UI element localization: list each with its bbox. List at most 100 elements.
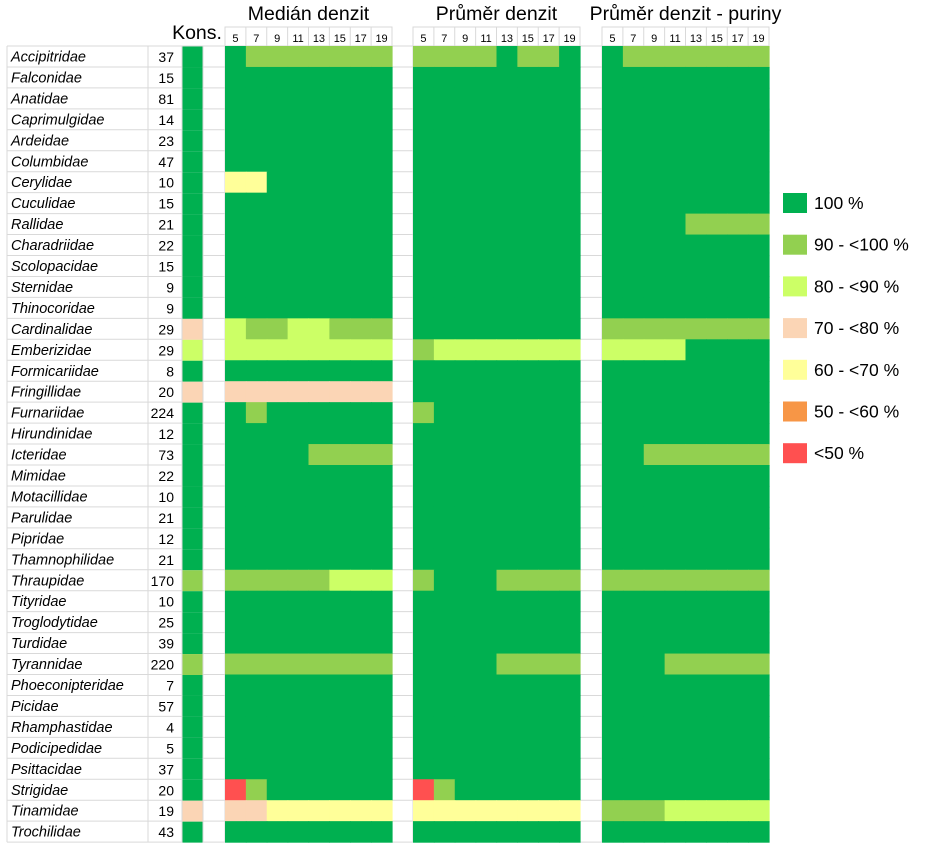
heatmap-cell [559,485,581,508]
heatmap-cell [287,276,310,298]
heatmap-cell [225,129,247,152]
heatmap-cell [538,108,560,131]
heatmap-cell [329,632,351,655]
heatmap-cell [308,444,330,466]
heatmap-cell [559,255,581,278]
heatmap-cell [266,737,289,759]
heatmap-cell [685,171,707,194]
heatmap-cell [664,150,687,173]
heatmap-cell [643,779,666,801]
heatmap-cell [245,318,268,340]
heatmap-cell [475,821,498,843]
heatmap-cell [664,590,687,613]
heatmap-cell [413,465,435,487]
heatmap-cell [329,213,351,236]
heatmap-cell [245,381,268,403]
heatmap-cell [685,737,707,759]
heatmap-cell [517,444,539,466]
heatmap-cell [308,108,330,131]
heatmap-cell [475,548,498,571]
heatmap-cell [287,569,310,592]
heatmap-cell [727,171,749,194]
heatmap-cell [538,590,560,613]
heatmap-cell [413,192,435,215]
heatmap-cell [685,192,707,215]
heatmap-cell [454,506,477,529]
heatmap-cell [559,66,581,89]
heatmap-cell [287,339,310,361]
heatmap-cell [748,674,770,697]
heatmap-cell [602,192,624,215]
heatmap-cell [559,653,581,676]
heatmap-cell [308,129,330,152]
heatmap-cell [475,360,498,382]
heatmap-cell [706,213,728,236]
x-tick-label: 17 [355,33,367,45]
row-family-label: Parulidae [11,510,72,526]
kons-cell [182,88,203,110]
heatmap-cell [245,444,268,466]
heatmap-cell [496,192,518,215]
heatmap-cell [329,653,351,676]
heatmap-cell [538,339,560,361]
heatmap-cell [538,444,560,466]
heatmap-cell [602,506,624,529]
heatmap-cell [685,653,707,676]
heatmap-cell [225,590,247,613]
heatmap-cell [559,339,581,361]
heatmap-cell [559,465,581,487]
x-tick-label: 17 [732,33,744,45]
heatmap-cell [538,548,560,571]
heatmap-cell [685,402,707,424]
heatmap-cell [496,716,518,738]
heatmap-cell [664,66,687,89]
x-tick-label: 7 [441,33,447,45]
heatmap-cell [308,87,330,110]
heatmap-cell [622,171,645,194]
heatmap-cell [287,171,310,194]
heatmap-cell [433,66,456,89]
heatmap-cell [454,548,477,571]
heatmap-cell [748,611,770,634]
heatmap-cell [559,171,581,194]
legend-swatch [783,234,807,255]
heatmap-cell [538,632,560,655]
heatmap-cell [225,569,247,592]
heatmap-cell [559,674,581,697]
heatmap-cell [685,611,707,634]
heatmap-cell [538,381,560,403]
heatmap-cell [622,423,645,445]
heatmap-cell [245,506,268,529]
heatmap-cell [329,821,351,843]
heatmap-cell [287,66,310,89]
heatmap-cell [517,632,539,655]
heatmap-cell [664,506,687,529]
heatmap-cell [706,737,728,759]
heatmap-cell [266,465,289,487]
row-family-label: Troglodytidae [11,615,98,631]
x-tick-label: 17 [543,33,555,45]
heatmap-cell [559,800,581,822]
heatmap-cell [664,465,687,487]
heatmap-cell [727,506,749,529]
heatmap-cell [748,465,770,487]
heatmap-cell [643,695,666,717]
heatmap-cell [454,213,477,236]
heatmap-cell [727,590,749,613]
heatmap-cell [308,465,330,487]
heatmap-cell [475,465,498,487]
row-count-label: 15 [158,70,174,86]
heatmap-cell [706,423,728,445]
heatmap-cell [413,821,435,843]
heatmap-cell [685,674,707,697]
heatmap-cell [266,339,289,361]
heatmap-cell [287,318,310,340]
heatmap-cell [329,611,351,634]
heatmap-cell [454,695,477,717]
heatmap-cell [517,465,539,487]
heatmap-cell [225,506,247,529]
row-family-label: Picidae [11,699,59,715]
heatmap-cell [454,674,477,697]
heatmap-cell [706,758,728,780]
heatmap-cell [433,632,456,655]
